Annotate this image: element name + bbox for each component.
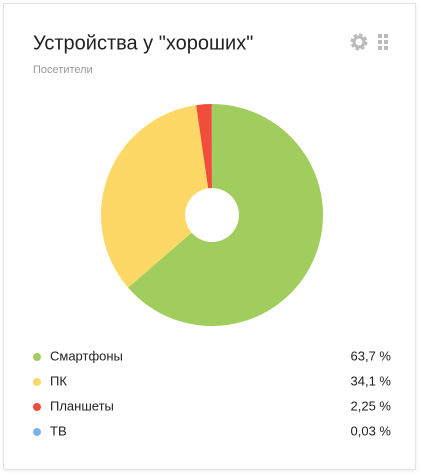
drag-handle[interactable] <box>378 34 388 50</box>
chart-subtitle: Посетители <box>33 64 93 76</box>
legend-label: ПК <box>50 373 67 388</box>
legend-label: Планшеты <box>50 398 114 413</box>
legend-marker <box>33 403 41 411</box>
legend-marker <box>33 353 41 361</box>
value-label: 2,25 % <box>351 398 392 413</box>
chart-title: Устройства у "хороших" <box>33 32 253 54</box>
pie-slice <box>196 104 212 189</box>
value-label: 63,7 % <box>351 348 392 363</box>
value-label: 34,1 % <box>351 373 392 388</box>
settings-icon[interactable] <box>350 33 368 51</box>
pie-slice <box>101 105 209 288</box>
legend-label: Смартфоны <box>50 348 123 363</box>
legend-marker <box>33 378 41 386</box>
legend-marker <box>33 428 41 436</box>
value-label: 0,03 % <box>351 423 392 438</box>
legend-label: ТВ <box>50 423 67 438</box>
pie-slice <box>128 104 323 326</box>
widget-card <box>3 3 416 470</box>
